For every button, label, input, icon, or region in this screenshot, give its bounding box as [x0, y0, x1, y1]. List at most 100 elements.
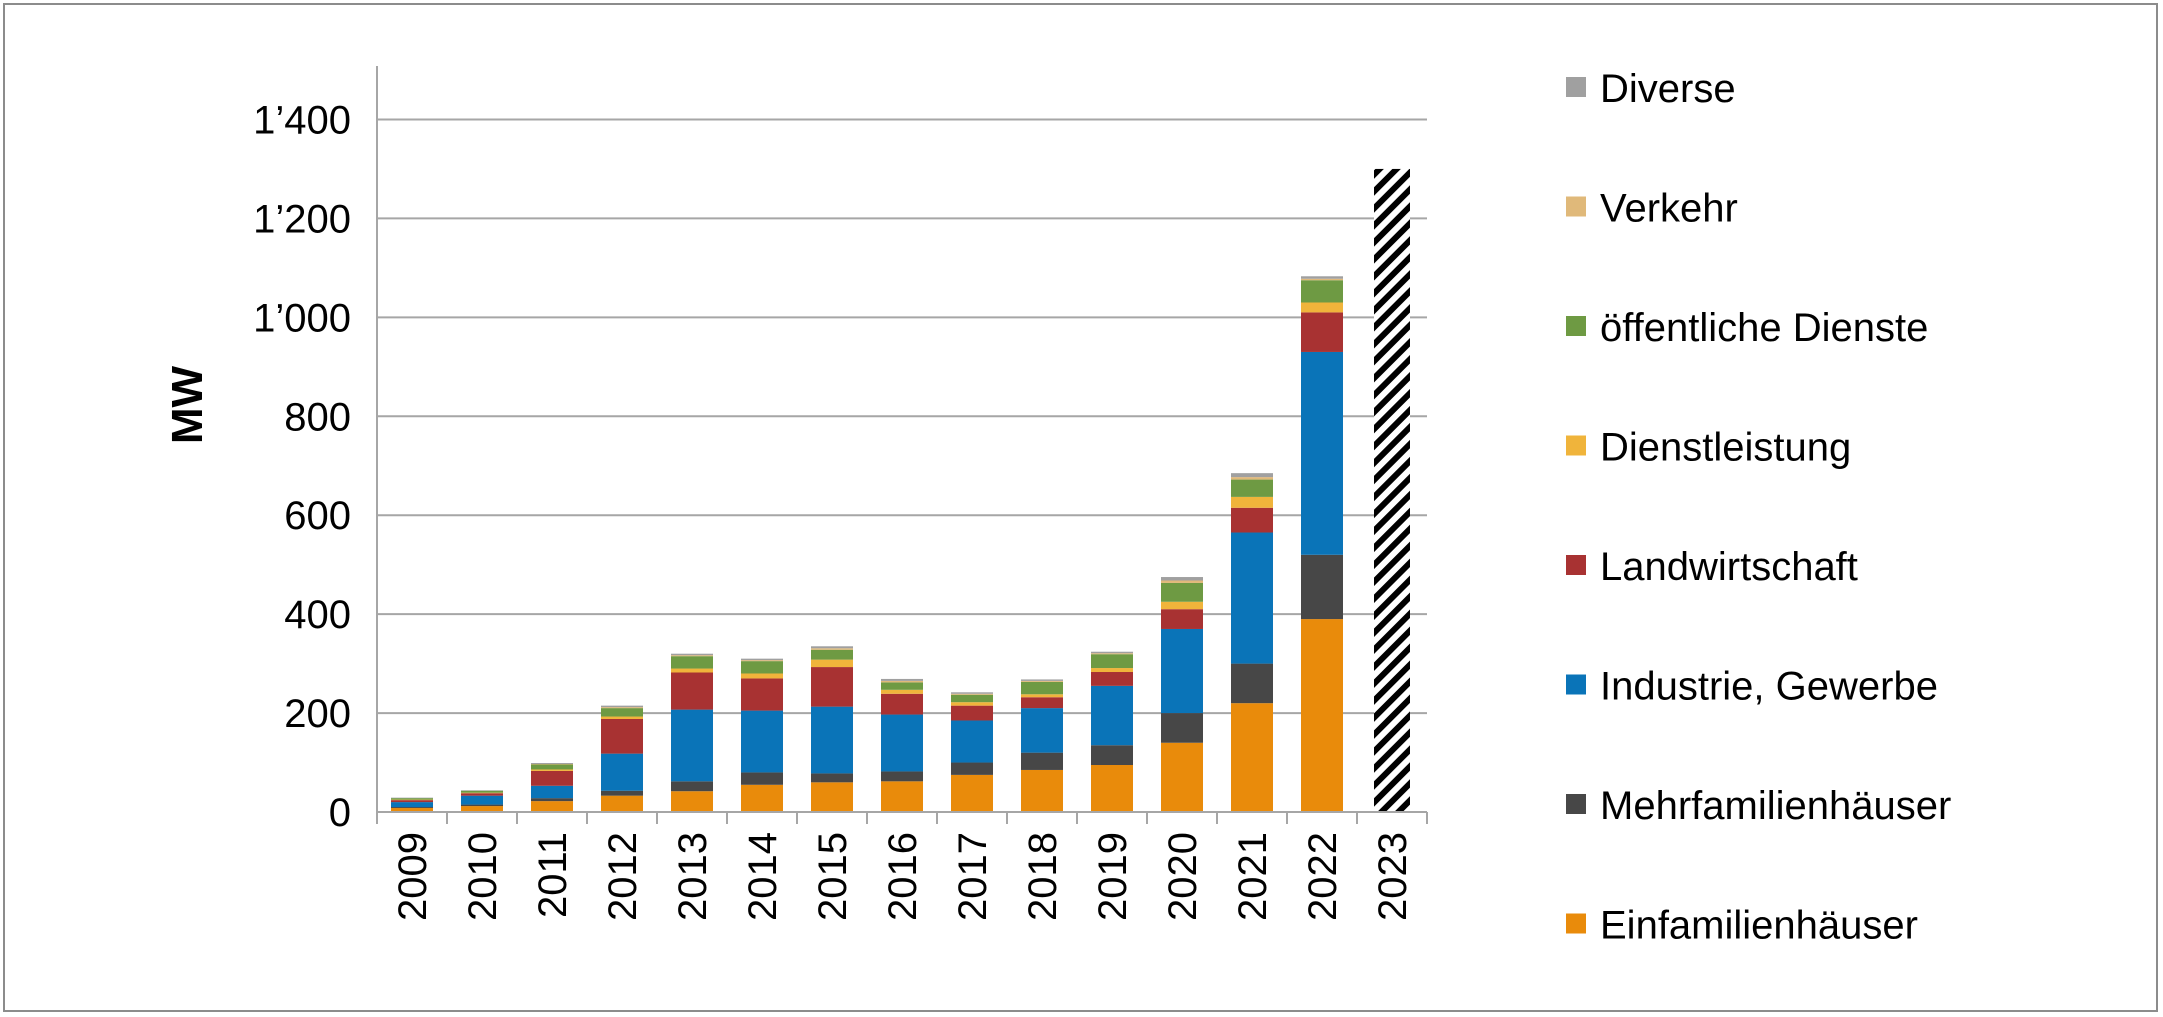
x-tick-label: 2013: [671, 832, 715, 921]
bar-2017-dienstleistung: [951, 702, 993, 706]
bar-2022-diverse: [1301, 276, 1343, 279]
bar-2010-mehrfamilienhäuser: [461, 804, 503, 807]
bar-2010-einfamilienhäuser: [461, 806, 503, 812]
legend-label: Diverse: [1600, 67, 1736, 111]
bar-2021-verkehr: [1231, 477, 1273, 480]
bar-2022-öffentliche-dienste: [1301, 280, 1343, 303]
x-tick-label: 2009: [391, 832, 435, 921]
bar-2015-diverse: [811, 646, 853, 649]
bar-2016-landwirtschaft: [881, 693, 923, 715]
bar-2020-diverse: [1161, 577, 1203, 581]
bar-2017-öffentliche-dienste: [951, 694, 993, 703]
bar-2013-einfamilienhäuser: [671, 791, 713, 812]
bar-2019-diverse: [1091, 651, 1133, 654]
bar-2017-diverse: [951, 692, 993, 694]
bar-2022-dienstleistung: [1301, 302, 1343, 313]
legend-swatch: [1566, 555, 1586, 575]
bar-2022-einfamilienhäuser: [1301, 619, 1343, 812]
bar-2012-dienstleistung: [601, 716, 643, 720]
x-tick-label: 2021: [1231, 832, 1275, 921]
y-axis-label: MW: [163, 365, 212, 444]
x-tick-label: 2019: [1091, 832, 1135, 921]
x-tick-label: 2010: [461, 832, 505, 921]
bar-2019-industrie-gewerbe: [1091, 685, 1133, 746]
bar-2020-industrie-gewerbe: [1161, 628, 1203, 714]
bar-2020-öffentliche-dienste: [1161, 582, 1203, 602]
bar-2012-diverse: [601, 705, 643, 708]
axes: [376, 66, 1428, 824]
bar-2016-dienstleistung: [881, 689, 923, 694]
bar-2016-verkehr: [881, 680, 923, 683]
legend-swatch: [1566, 674, 1586, 695]
bar-2014-einfamilienhäuser: [741, 784, 783, 812]
legend-swatch: [1566, 196, 1586, 217]
bar-2015-industrie-gewerbe: [811, 706, 853, 774]
bar-2015-öffentliche-dienste: [811, 649, 853, 660]
bar-2011-diverse: [531, 763, 573, 765]
bar-2009-einfamilienhäuser: [391, 808, 433, 812]
bar-2016-einfamilienhäuser: [881, 781, 923, 812]
bar-2019-öffentliche-dienste: [1091, 654, 1133, 669]
x-tick-label: 2016: [881, 832, 925, 921]
bar-2013-verkehr: [671, 655, 713, 657]
bar-2012-industrie-gewerbe: [601, 753, 643, 791]
x-tick-label: 2018: [1021, 832, 1065, 921]
bars: [391, 168, 1410, 812]
legend-swatch: [1566, 77, 1586, 97]
legend-label: Industrie, Gewerbe: [1600, 665, 1938, 709]
bar-2020-einfamilienhäuser: [1161, 742, 1203, 812]
bar-2009-mehrfamilienhäuser: [391, 807, 433, 809]
x-tick-label: 2023: [1371, 832, 1415, 921]
bar-2018-landwirtschaft: [1021, 697, 1063, 709]
bar-2014-verkehr: [741, 660, 783, 662]
bar-2018-einfamilienhäuser: [1021, 769, 1063, 812]
bar-2016-diverse: [881, 678, 923, 681]
bar-2021-landwirtschaft: [1231, 507, 1273, 533]
bar-2009-industrie-gewerbe: [391, 802, 433, 808]
x-tick-label: 2015: [811, 832, 855, 921]
bar-2011-industrie-gewerbe: [531, 785, 573, 799]
bar-2013-industrie-gewerbe: [671, 709, 713, 782]
bar-2022-mehrfamilienhäuser: [1301, 554, 1343, 620]
bar-2021-öffentliche-dienste: [1231, 479, 1273, 497]
legend-label: Mehrfamilienhäuser: [1600, 784, 1951, 828]
legend-label: Dienstleistung: [1600, 426, 1851, 470]
legend: Diverse Verkehr öffentliche Dienste Dienstl…: [1566, 67, 1951, 948]
bar-2017-verkehr: [951, 693, 993, 695]
y-tick-label: 1’000: [253, 296, 351, 340]
bar-2022-landwirtschaft: [1301, 312, 1343, 352]
bar-2016-industrie-gewerbe: [881, 714, 923, 772]
bar-2015-dienstleistung: [811, 659, 853, 668]
bar-2011-mehrfamilienhäuser: [531, 798, 573, 802]
y-tick-label: 800: [284, 395, 351, 439]
bar-2017-landwirtschaft: [951, 705, 993, 721]
bar-2010-landwirtschaft: [461, 793, 503, 796]
y-tick-label: 600: [284, 494, 351, 538]
bar-2015-einfamilienhäuser: [811, 782, 853, 812]
bar-2016-öffentliche-dienste: [881, 682, 923, 690]
bar-2019-dienstleistung: [1091, 668, 1133, 673]
bar-2021-mehrfamilienhäuser: [1231, 663, 1273, 704]
bar-2017-industrie-gewerbe: [951, 720, 993, 763]
bar-2018-diverse: [1021, 679, 1063, 681]
bar-2012-mehrfamilienhäuser: [601, 790, 643, 796]
bar-2012-einfamilienhäuser: [601, 795, 643, 812]
bar-2019-verkehr: [1091, 653, 1133, 655]
y-tick-label: 400: [284, 593, 351, 637]
bar-2013-dienstleistung: [671, 668, 713, 673]
bar-2021-einfamilienhäuser: [1231, 703, 1273, 812]
bar-2016-mehrfamilienhäuser: [881, 771, 923, 782]
bar-2011-dienstleistung: [531, 769, 573, 771]
bar-2017-mehrfamilienhäuser: [951, 762, 993, 775]
bar-2015-mehrfamilienhäuser: [811, 773, 853, 783]
x-tick-label: 2011: [531, 832, 575, 918]
legend-swatch: [1566, 316, 1586, 336]
bar-2021-dienstleistung: [1231, 496, 1273, 508]
legend-label: Verkehr: [1600, 187, 1738, 231]
bar-2011-öffentliche-dienste: [531, 764, 573, 770]
bar-2018-mehrfamilienhäuser: [1021, 752, 1063, 770]
bar-2020-verkehr: [1161, 580, 1203, 583]
bar-2021-industrie-gewerbe: [1231, 532, 1273, 664]
legend-swatch: [1566, 435, 1586, 456]
